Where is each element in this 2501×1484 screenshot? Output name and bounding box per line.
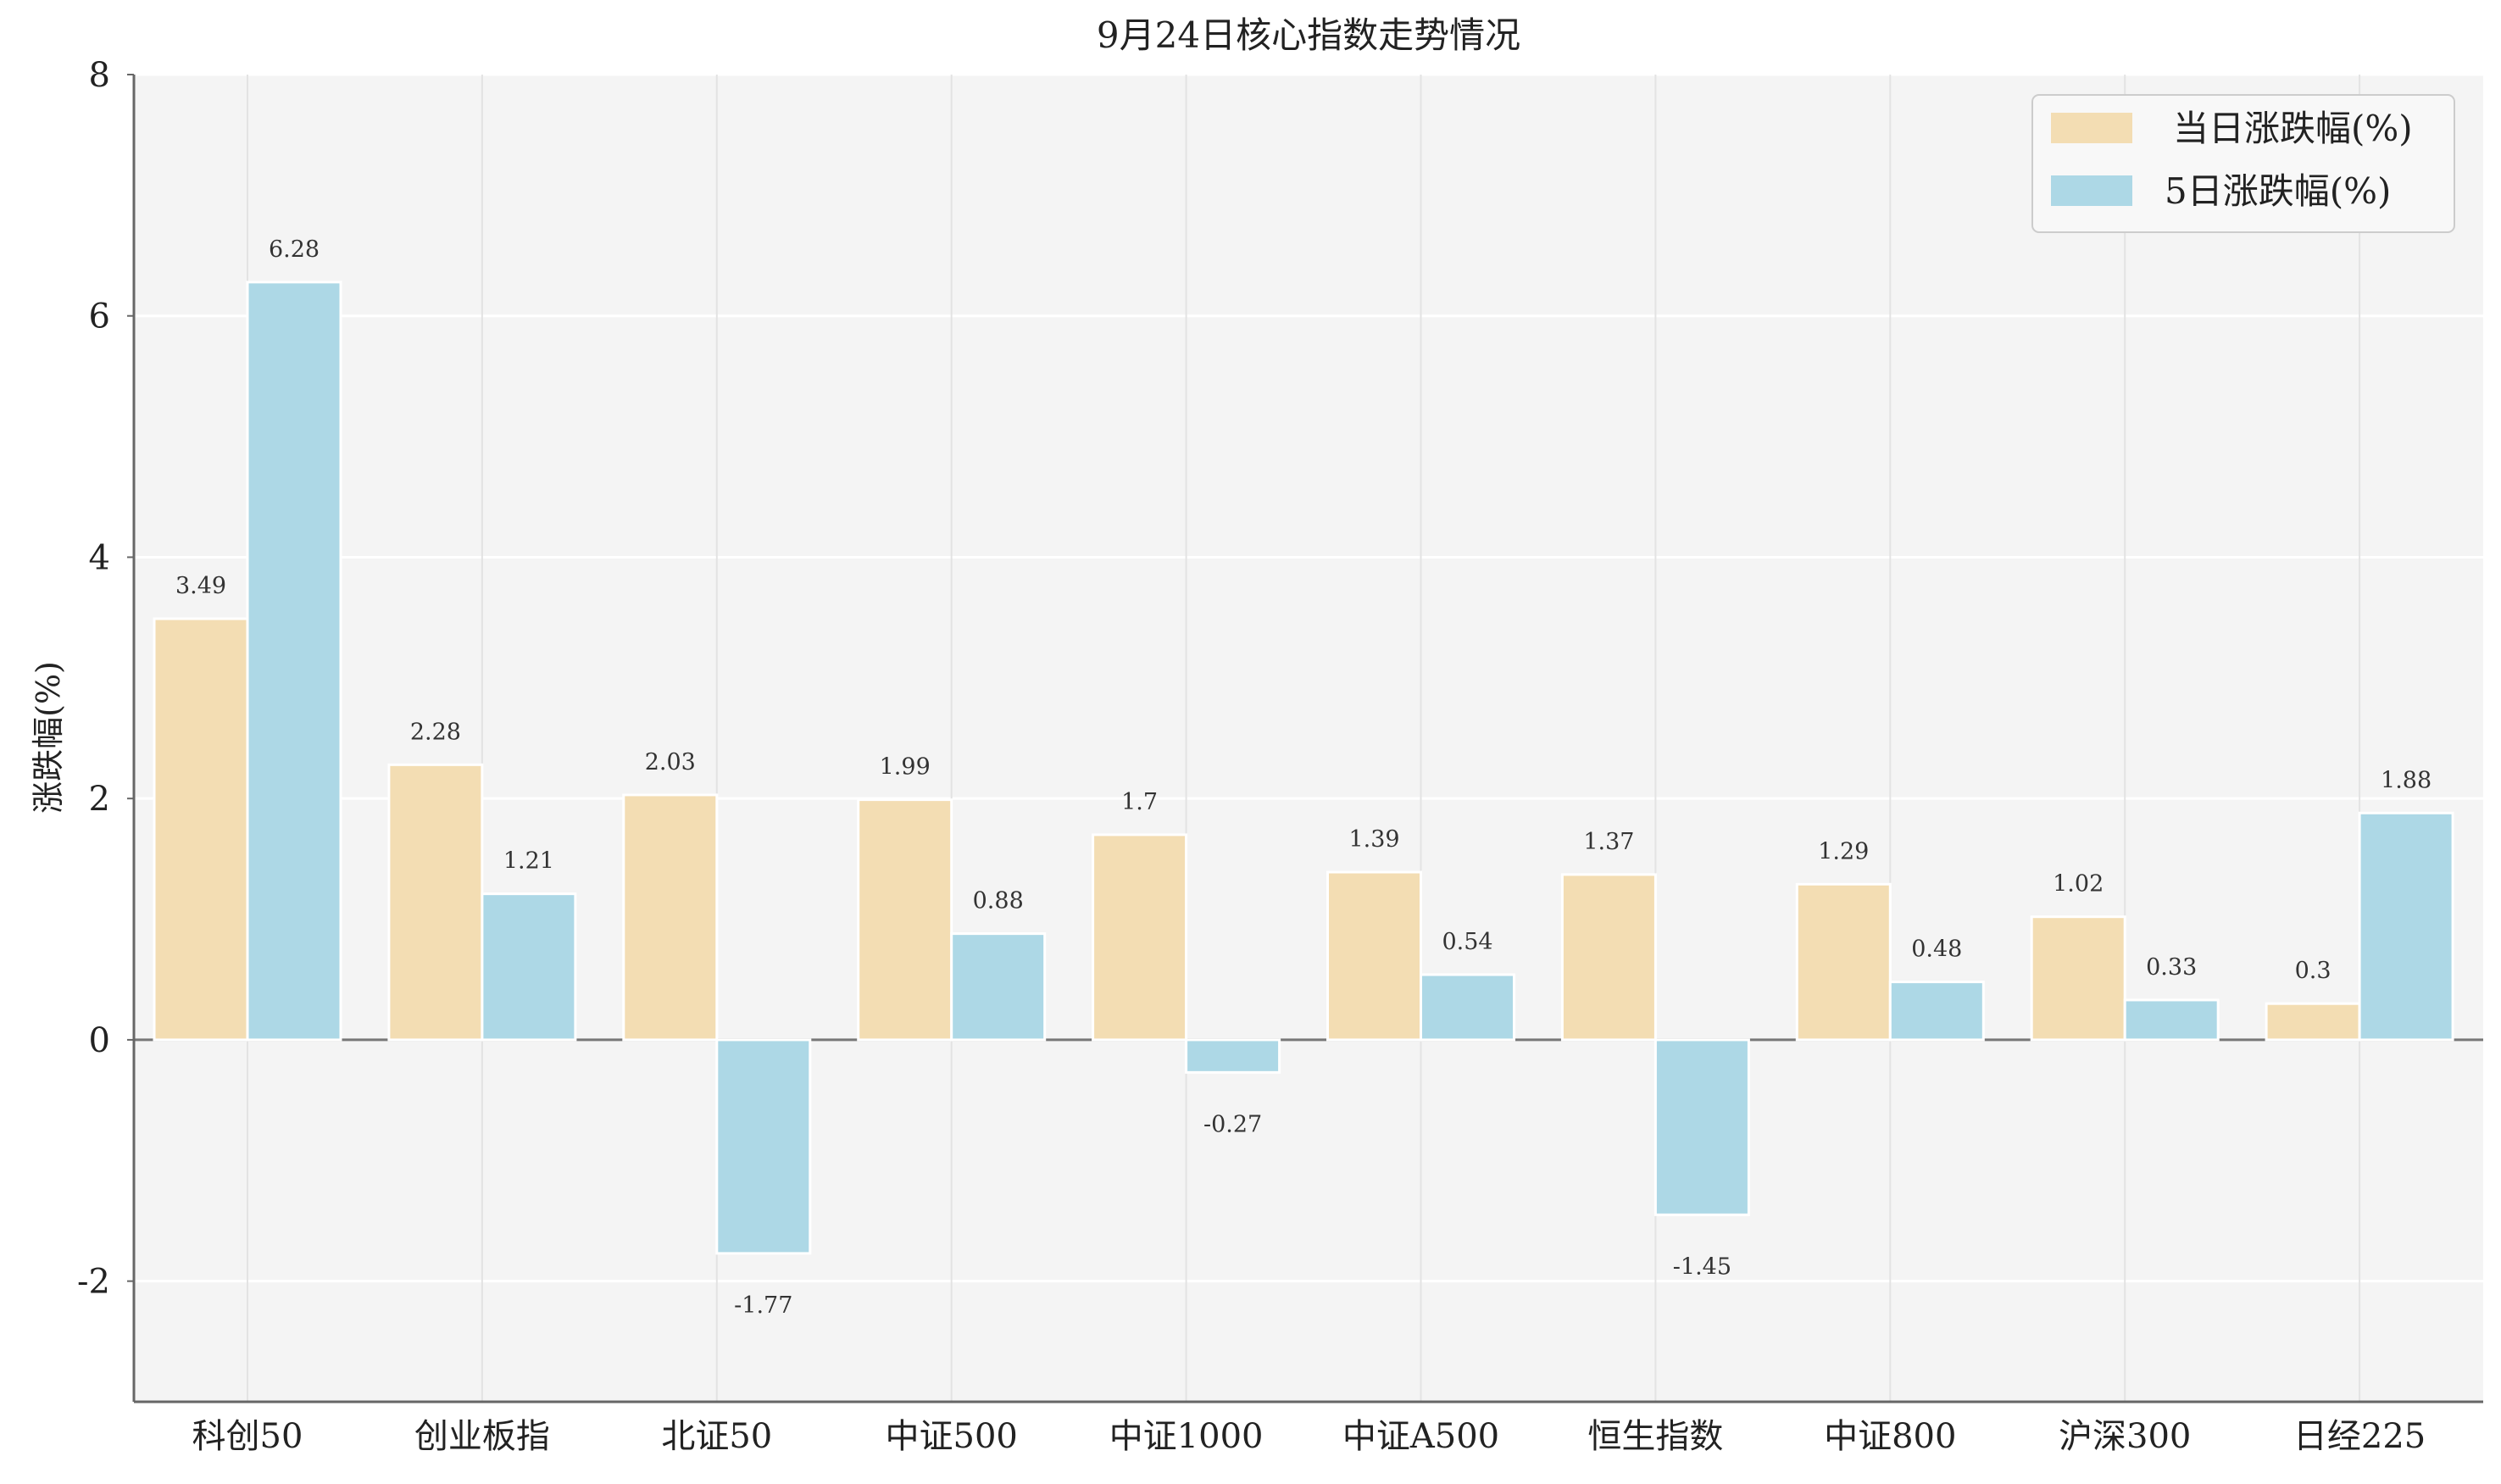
bar-value-label: 2.03 [645, 749, 696, 775]
chart-title: 9月24日核心指数走势情况 [1097, 14, 1520, 56]
bar-5day [2123, 998, 2220, 1042]
legend-swatch-5day [2051, 175, 2132, 206]
bar-5day [1185, 1038, 1281, 1074]
bar-value-label: 1.29 [1818, 838, 1869, 864]
bar-value-label: 0.54 [1442, 929, 1492, 955]
bar-daily [622, 793, 719, 1042]
bar-value-label: 2.28 [410, 719, 461, 745]
x-tick-label: 中证A500 [1342, 1417, 1499, 1456]
bar-value-label: 1.39 [1348, 826, 1399, 853]
x-tick-label: 北证50 [661, 1417, 772, 1456]
bar-daily [1560, 873, 1657, 1042]
bar-value-label: 3.49 [175, 573, 226, 599]
legend-label-5day: 5日涨跌幅(%) [2165, 170, 2391, 212]
bar-value-label: 0.48 [1911, 937, 1962, 963]
x-tick-label: 科创50 [192, 1417, 303, 1456]
bar-value-label: 1.37 [1583, 829, 1634, 855]
bar-5day [1653, 1038, 1750, 1216]
y-tick-labels: -2 0 2 4 6 8 [77, 56, 134, 1302]
bar-5day [481, 892, 577, 1042]
bar-daily [857, 798, 953, 1042]
bar-daily [153, 617, 249, 1042]
legend-label-daily: 当日涨跌幅(%) [2173, 108, 2413, 149]
y-tick-label: 2 [89, 780, 110, 819]
bar-5day [246, 281, 342, 1042]
bar-daily [1092, 833, 1188, 1042]
bar-value-label: 1.21 [503, 848, 554, 875]
bar-value-label: 1.7 [1121, 789, 1158, 815]
bar-daily [387, 763, 484, 1042]
value-labels: 3.49 2.28 2.03 1.99 1.7 1.39 1.37 1.29 1.02 0.3 6.… [175, 236, 2432, 1319]
x-tick-label: 创业板指 [414, 1417, 550, 1456]
legend-swatch-daily [2051, 113, 2132, 143]
bar-daily [1326, 870, 1422, 1042]
x-tick-label: 中证500 [886, 1417, 1018, 1456]
bar-value-label: 1.02 [2053, 871, 2104, 898]
y-tick-label: 6 [89, 297, 110, 336]
y-tick-label: 8 [89, 56, 110, 95]
bar-5day [715, 1038, 812, 1255]
bar-value-label: -1.77 [734, 1292, 792, 1319]
bar-5day [1420, 973, 1515, 1042]
legend: 当日涨跌幅(%) 5日涨跌幅(%) [2031, 94, 2455, 233]
x-tick-label: 中证800 [1824, 1417, 1956, 1456]
bar-value-label: 0.33 [2146, 954, 2197, 981]
y-axis-label: 涨跌幅(%) [30, 661, 67, 814]
bar-5day [1888, 981, 1985, 1042]
x-tick-label: 恒生指数 [1587, 1417, 1723, 1456]
y-tick-label: 4 [89, 538, 110, 577]
bar-value-label: -1.45 [1673, 1253, 1731, 1280]
bar-value-label: 1.99 [880, 754, 931, 781]
bar-value-label: -0.27 [1203, 1111, 1262, 1137]
x-category-labels: 科创50 创业板指 北证50 中证500 中证1000 中证A500 恒生指数 中证800 沪深… [192, 1417, 2426, 1456]
bar-value-label: 0.3 [2295, 958, 2331, 984]
bar-daily [1795, 882, 1892, 1042]
bars [153, 281, 2454, 1255]
bar-5day [950, 932, 1047, 1042]
y-tick-label: -2 [77, 1263, 110, 1302]
plot-area [134, 75, 2483, 1402]
x-tick-label: 沪深300 [2059, 1417, 2191, 1456]
bar-daily [2030, 915, 2126, 1042]
x-tick-label: 中证1000 [1109, 1417, 1264, 1456]
bar-5day [2358, 811, 2454, 1042]
legend-box [2031, 94, 2455, 233]
bar-value-label: 1.88 [2381, 767, 2432, 793]
bar-value-label: 6.28 [269, 236, 320, 263]
y-tick-label: 0 [89, 1021, 110, 1060]
bar-value-label: 0.88 [973, 888, 1024, 914]
bar-daily [2265, 1002, 2361, 1042]
x-tick-label: 日经225 [2293, 1417, 2426, 1456]
